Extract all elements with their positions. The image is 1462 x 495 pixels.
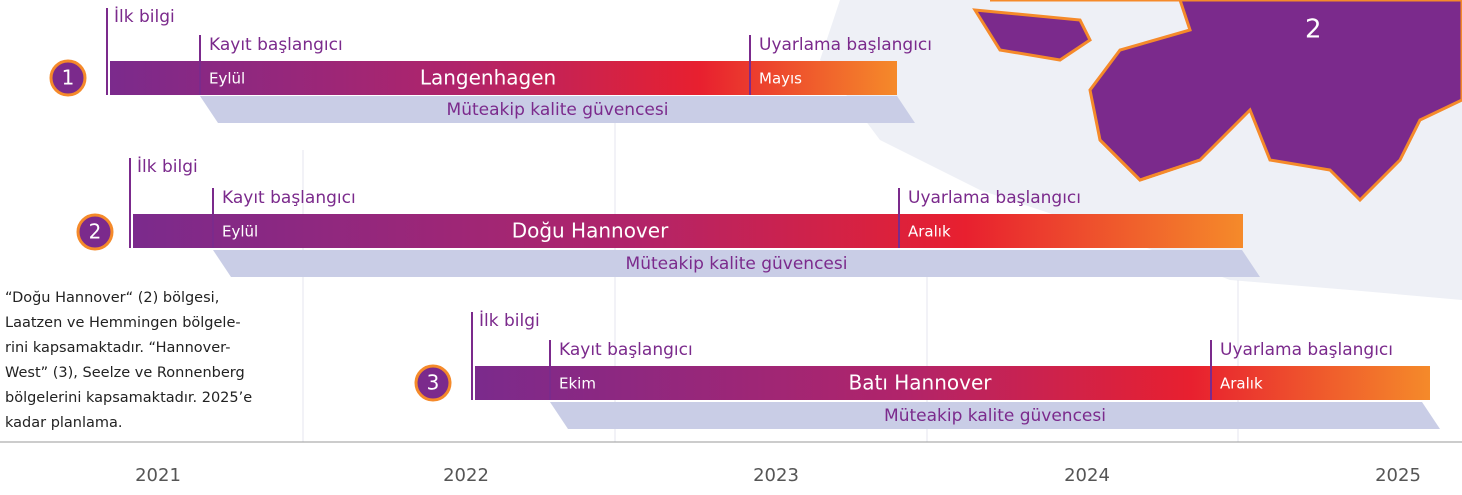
note-line: “Doğu Hannover“ (2) bölgesi,: [5, 290, 219, 306]
note-line: bölgelerini kapsamaktadır. 2025’e: [5, 390, 252, 406]
year-label: 2025: [1375, 465, 1421, 486]
adaptation: Uyarlama başlangıcı: [759, 35, 932, 55]
note-line: Laatzen ve Hemmingen bölgele-: [5, 315, 241, 331]
year-label: 2021: [135, 465, 181, 486]
first-info: İlk bilgi: [137, 156, 198, 177]
quality-label: Müteakip kalite güvencesi: [884, 406, 1106, 426]
adaptation-month: Mayıs: [759, 70, 802, 88]
row-number: 1: [62, 66, 75, 90]
quality-band: [200, 96, 915, 123]
quality-band: [550, 402, 1440, 429]
registration: Kayıt başlangıcı: [559, 340, 693, 360]
quality-band: [213, 250, 1260, 277]
note-line: West” (3), Seelze ve Ronnenberg: [5, 365, 245, 381]
note-line: kadar planlama.: [5, 415, 123, 431]
year-label: 2023: [753, 465, 799, 486]
adaptation: Uyarlama başlangıcı: [908, 188, 1081, 208]
registration-month: Ekim: [559, 375, 596, 393]
phase-bar: [110, 61, 897, 95]
quality-label: Müteakip kalite güvencesi: [626, 254, 848, 274]
region-name: Langenhagen: [420, 66, 556, 90]
adaptation-month: Aralık: [908, 223, 951, 241]
map-label: 2: [1305, 15, 1322, 45]
first-info: İlk bilgi: [114, 6, 175, 27]
registration-month: Eylül: [209, 70, 245, 88]
region-name: Batı Hannover: [849, 371, 993, 395]
registration-month: Eylül: [222, 223, 258, 241]
note-line: rini kapsamaktadır. “Hannover-: [5, 340, 230, 356]
row-number: 3: [427, 371, 440, 395]
row-number: 2: [89, 220, 102, 244]
phase-bar: [133, 214, 1243, 248]
year-label: 2024: [1064, 465, 1110, 486]
quality-label: Müteakip kalite güvencesi: [447, 100, 669, 120]
adaptation: Uyarlama başlangıcı: [1220, 340, 1393, 360]
adaptation-month: Aralık: [1220, 375, 1263, 393]
map-background: 2: [820, 0, 1462, 300]
first-info: İlk bilgi: [479, 310, 540, 331]
registration: Kayıt başlangıcı: [209, 35, 343, 55]
region-name: Doğu Hannover: [512, 219, 669, 243]
year-label: 2022: [443, 465, 489, 486]
registration: Kayıt başlangıcı: [222, 188, 356, 208]
row-badge: [76, 213, 114, 251]
row-badge: [414, 364, 452, 402]
row-badge: [49, 59, 87, 97]
phase-bar: [475, 366, 1430, 400]
